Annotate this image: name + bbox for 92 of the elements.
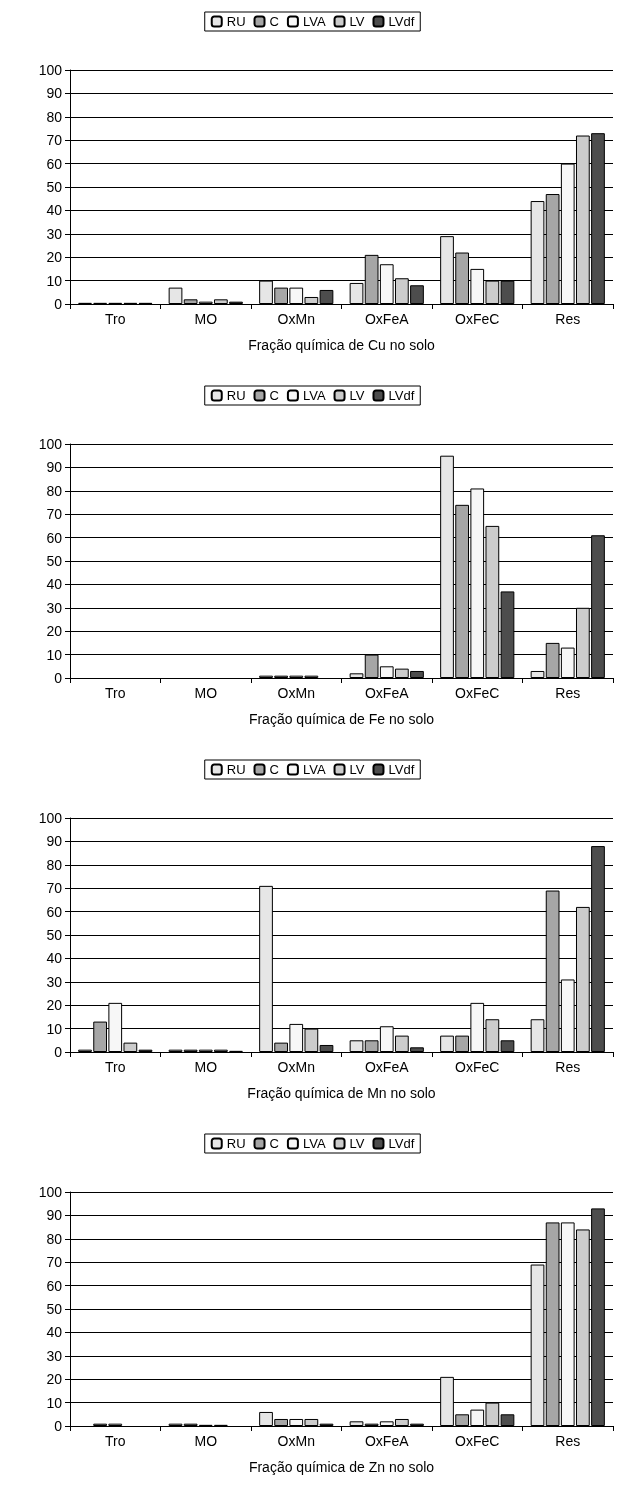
y-tick-label: 30: [46, 225, 63, 242]
y-tick-label: 100: [38, 1184, 63, 1200]
x-axis-title: Fração química de Zn no solo: [248, 1459, 435, 1475]
y-tick-label: 20: [46, 249, 63, 266]
y-tick-label: 80: [46, 108, 63, 125]
x-tick-label: Tro: [105, 1059, 126, 1075]
x-tick-label: OxFeA: [364, 1433, 410, 1449]
legend-label: LVA: [302, 14, 326, 29]
legend-label: LV: [349, 1136, 365, 1151]
legend-label: C: [269, 388, 279, 403]
y-tick-label: 20: [46, 997, 63, 1014]
x-tick-label: Res: [555, 1433, 581, 1449]
y-tick-label: 0: [54, 1044, 63, 1060]
x-tick-label: OxFeC: [455, 311, 500, 327]
y-tick-label: 90: [46, 833, 63, 850]
legend-label: LVA: [302, 388, 326, 403]
y-tick-label: 50: [46, 553, 63, 569]
y-tick-label: 10: [46, 1394, 63, 1411]
legend-label: LVdf: [388, 762, 415, 777]
y-tick-label: 100: [38, 436, 63, 452]
x-tick-label: Tro: [105, 685, 126, 701]
y-tick-label: 60: [46, 903, 63, 920]
x-tick-label: MO: [194, 685, 218, 701]
legend-label: LV: [349, 762, 365, 777]
y-tick-label: 40: [46, 576, 63, 593]
y-tick-label: 70: [46, 880, 63, 897]
y-tick-label: 10: [46, 1020, 63, 1037]
x-tick-label: Res: [555, 685, 581, 701]
legend-label: RU: [226, 1136, 246, 1151]
y-tick-label: 30: [46, 973, 63, 990]
y-tick-label: 90: [46, 459, 63, 476]
legend-label: LVA: [302, 762, 326, 777]
x-tick-label: OxFeC: [455, 685, 500, 701]
legend-label: C: [269, 1136, 279, 1151]
y-tick-label: 0: [54, 1418, 63, 1434]
x-axis-title: Fração química de Cu no solo: [248, 337, 436, 353]
legend-label: C: [269, 14, 279, 29]
y-tick-label: 40: [46, 1324, 63, 1341]
legend-label: LVdf: [388, 388, 415, 403]
y-tick-label: 0: [54, 670, 63, 686]
y-tick-label: 40: [46, 950, 63, 967]
y-tick-label: 40: [46, 202, 63, 219]
x-tick-label: OxMn: [277, 1433, 315, 1449]
x-tick-label: OxFeC: [455, 1433, 500, 1449]
y-tick-label: 70: [46, 506, 63, 523]
y-tick-label: 50: [46, 179, 63, 195]
legend-label: C: [269, 762, 279, 777]
x-tick-label: Tro: [105, 1433, 126, 1449]
legend-label: LVdf: [388, 14, 415, 29]
y-tick-label: 60: [46, 529, 63, 546]
legend-label: LV: [349, 14, 365, 29]
y-tick-label: 10: [46, 646, 63, 663]
y-tick-label: 50: [46, 927, 63, 943]
legend-label: RU: [226, 388, 246, 403]
y-tick-label: 70: [46, 1254, 63, 1271]
x-tick-label: MO: [194, 1433, 218, 1449]
y-tick-label: 100: [38, 62, 63, 78]
y-tick-label: 60: [46, 1277, 63, 1294]
x-tick-label: OxFeA: [364, 685, 410, 701]
y-tick-label: 80: [46, 856, 63, 873]
y-tick-label: 60: [46, 155, 63, 172]
y-tick-label: 90: [46, 1207, 63, 1224]
legend-label: RU: [226, 14, 246, 29]
y-tick-label: 90: [46, 85, 63, 102]
y-tick-label: 100: [38, 810, 63, 826]
y-tick-label: 0: [54, 296, 63, 312]
x-tick-label: OxMn: [277, 311, 315, 327]
y-tick-label: 30: [46, 599, 63, 616]
x-tick-label: OxMn: [277, 1059, 315, 1075]
x-tick-label: OxFeA: [364, 1059, 410, 1075]
x-tick-label: OxFeC: [455, 1059, 500, 1075]
legend-label: LV: [349, 388, 365, 403]
y-tick-label: 20: [46, 1371, 63, 1388]
legend-label: LVdf: [388, 1136, 415, 1151]
x-tick-label: MO: [194, 311, 218, 327]
x-axis-title: Fração química de Fe no solo: [248, 711, 435, 727]
legend-label: LVA: [302, 1136, 326, 1151]
x-tick-label: Tro: [105, 311, 126, 327]
y-tick-label: 30: [46, 1347, 63, 1364]
y-tick-label: 10: [46, 272, 63, 289]
x-tick-label: Res: [555, 311, 581, 327]
x-tick-label: MO: [194, 1059, 218, 1075]
x-tick-label: OxFeA: [364, 311, 410, 327]
y-tick-label: 70: [46, 132, 63, 149]
x-tick-label: Res: [555, 1059, 581, 1075]
legend-label: RU: [226, 762, 246, 777]
y-tick-label: 80: [46, 1230, 63, 1247]
x-axis-title: Fração química de Mn no solo: [247, 1085, 436, 1101]
x-tick-label: OxMn: [277, 685, 315, 701]
y-tick-label: 20: [46, 623, 63, 640]
y-tick-label: 50: [46, 1301, 63, 1317]
y-tick-label: 80: [46, 482, 63, 499]
